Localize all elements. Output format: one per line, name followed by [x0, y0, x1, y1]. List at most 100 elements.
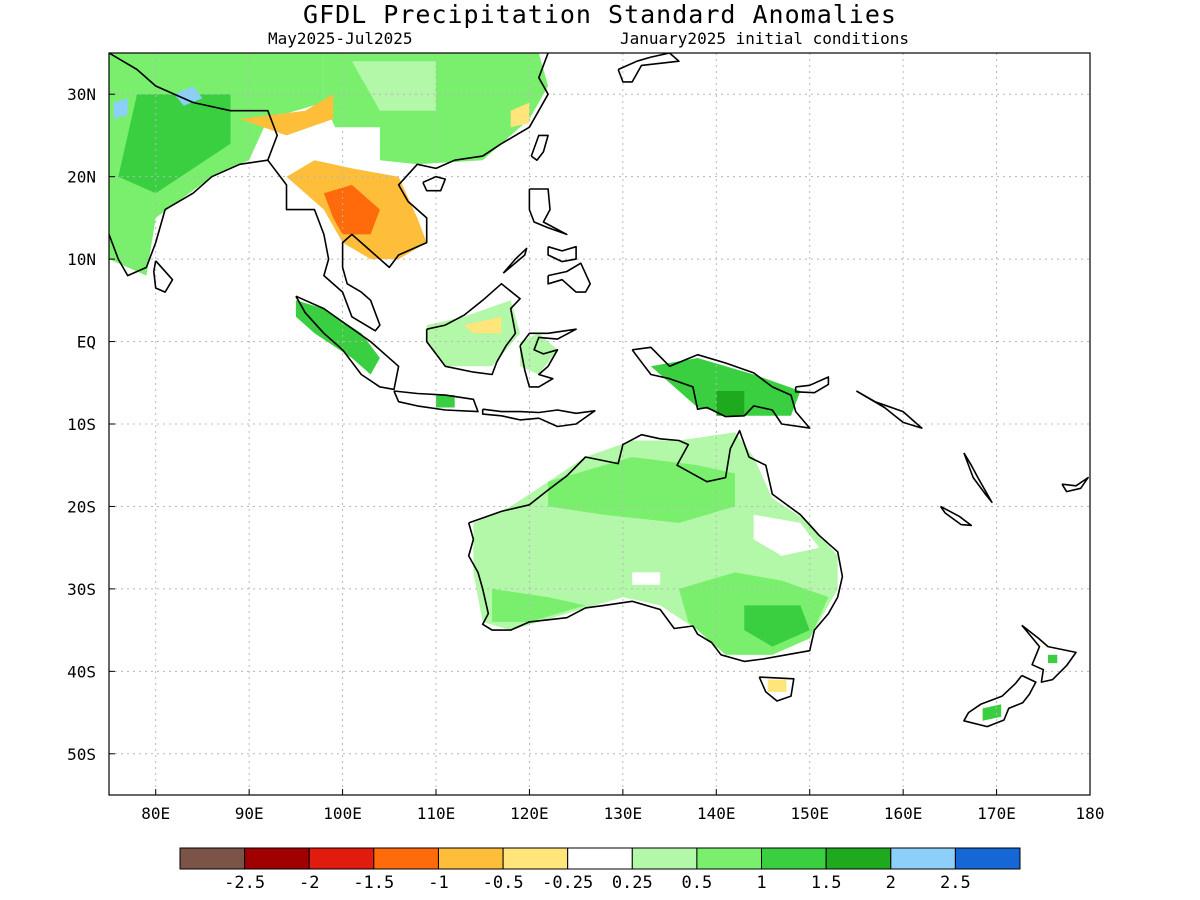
anomaly-region-australia-mid-green — [744, 605, 810, 647]
coastline-new-britain — [794, 376, 830, 394]
colorbar-label: 2 — [886, 873, 896, 893]
anomaly-region-australia-green-north — [548, 457, 735, 523]
coastline-palawan — [502, 247, 528, 274]
lat-tick-label: 20N — [67, 168, 96, 187]
lat-tick-label: 30S — [67, 580, 96, 599]
lat-tick-label: 10N — [67, 250, 96, 269]
plot-frame — [108, 52, 1091, 796]
lat-tick-label: 20S — [67, 497, 96, 516]
coastline-layer — [109, 53, 1089, 728]
anomaly-region-sulawesi — [520, 333, 558, 375]
lat-tick-label: 40S — [67, 662, 96, 681]
colorbar-swatch — [438, 847, 504, 870]
colorbar-swatch — [890, 847, 956, 870]
lon-tick-label: 100E — [323, 804, 362, 823]
lon-tick-label: 150E — [790, 804, 829, 823]
coastline-borneo — [425, 282, 521, 376]
coastline-sri-lanka — [153, 260, 174, 293]
coastline-hainan — [422, 175, 447, 192]
colorbar-swatch — [502, 847, 569, 870]
coastline-sulawesi — [519, 328, 577, 388]
coastline-vanuatu — [963, 452, 993, 504]
coastline-taiwan — [530, 134, 549, 161]
colorbar-label: 1.5 — [811, 873, 842, 893]
forecast-period: May2025-Jul2025 — [268, 29, 413, 48]
coastline-nz-south — [963, 674, 1037, 728]
anomaly-region-australia-green-west — [492, 588, 586, 622]
anomaly-region-tibet-orange — [239, 94, 334, 136]
anomaly-region-thailand-dark-orange — [323, 184, 380, 235]
coastline-tasmania — [758, 676, 795, 702]
anomaly-region-australia-white-east — [753, 514, 820, 556]
colorbar-label: -1 — [428, 873, 448, 893]
lon-tick-label: 110E — [417, 804, 456, 823]
anomaly-region-himalaya-blue-west — [113, 98, 128, 119]
initial-conditions: January2025 initial conditions — [620, 29, 909, 48]
coastline-mainland-se-asia — [267, 53, 549, 332]
anomaly-region-nz-north — [1048, 654, 1058, 664]
colorbar-swatch — [631, 847, 698, 870]
graticule — [109, 53, 1090, 795]
colorbar-swatch — [179, 847, 246, 870]
anomaly-region-borneo-orange — [464, 316, 502, 334]
axis-ticks: 80E 90E 100E 110E 120E 130E 140E 150E 160E 170E 18… — [67, 85, 1104, 823]
anomaly-region-south-asia-east — [118, 94, 231, 194]
anomaly-fill-layer — [109, 53, 1058, 721]
colorbar-swatch — [308, 847, 375, 870]
colorbar-swatch — [373, 847, 439, 870]
lat-tick-label: 50S — [67, 745, 96, 764]
map-title: GFDL Precipitation Standard Anomalies — [303, 0, 897, 29]
anomaly-region-australia-white-center — [632, 572, 661, 585]
coastline-philippines-luzon — [528, 188, 568, 236]
coastline-nz-north — [1021, 624, 1077, 683]
lat-tick-label: EQ — [77, 333, 96, 352]
anomaly-region-new-guinea-dark — [716, 391, 745, 416]
colorbar-swatch — [696, 847, 763, 870]
coastline-fiji — [1061, 476, 1089, 493]
coastline-india — [109, 53, 279, 277]
lat-tick-label: 10S — [67, 415, 96, 434]
colorbar-label: 0.5 — [682, 873, 713, 893]
lon-tick-label: 140E — [697, 804, 736, 823]
lon-tick-label: 90E — [235, 804, 264, 823]
colorbar-label: -2 — [299, 873, 319, 893]
colorbar-label: -0.25 — [542, 873, 593, 893]
colorbar-label: 0.25 — [612, 873, 653, 893]
anomaly-region-java — [436, 395, 455, 408]
coastline-philippines-mindanao — [547, 262, 592, 293]
lon-tick-label: 160E — [884, 804, 923, 823]
anomaly-region-south-china-orange — [510, 102, 530, 128]
colorbar-label: -2.5 — [224, 873, 265, 893]
colorbar-swatch — [567, 847, 633, 870]
anomaly-region-new-guinea — [650, 358, 801, 416]
lat-tick-label: 30N — [67, 85, 96, 104]
colorbar-swatch — [761, 847, 827, 870]
coastline-australia — [467, 429, 844, 663]
colorbar-label: -0.5 — [483, 873, 524, 893]
colorbar-swatch — [244, 847, 310, 870]
colorbar: -2.5 -2 -1.5 -1 -0.5 -0.25 0.25 0.5 1 1.5 2 2.5 — [179, 847, 1021, 893]
colorbar-label: 2.5 — [940, 873, 971, 893]
anomaly-region-yunnan-white — [323, 127, 380, 161]
coastline-japan — [617, 53, 680, 83]
coastline-new-caledonia — [939, 505, 973, 527]
lon-tick-label: 180 — [1076, 804, 1105, 823]
colorbar-label: -1.5 — [353, 873, 394, 893]
colorbar-label: 1 — [756, 873, 766, 893]
coastline-lesser-sunda — [481, 408, 596, 428]
coastline-philippines-visayas — [547, 245, 577, 263]
anomaly-region-nz-south — [982, 704, 1002, 721]
anomaly-region-china-light — [351, 61, 436, 111]
colorbar-swatch — [825, 847, 892, 870]
coastline-new-guinea — [631, 346, 811, 429]
lon-tick-label: 120E — [510, 804, 549, 823]
coastline-solomons — [855, 390, 923, 429]
anomaly-region-himalaya-blue — [174, 86, 203, 106]
coastline-java — [393, 390, 479, 413]
anomaly-region-sumatra — [295, 300, 380, 375]
lon-tick-label: 170E — [977, 804, 1016, 823]
lon-tick-label: 130E — [604, 804, 643, 823]
colorbar-swatch — [954, 847, 1021, 870]
coastline-sumatra — [295, 295, 400, 391]
